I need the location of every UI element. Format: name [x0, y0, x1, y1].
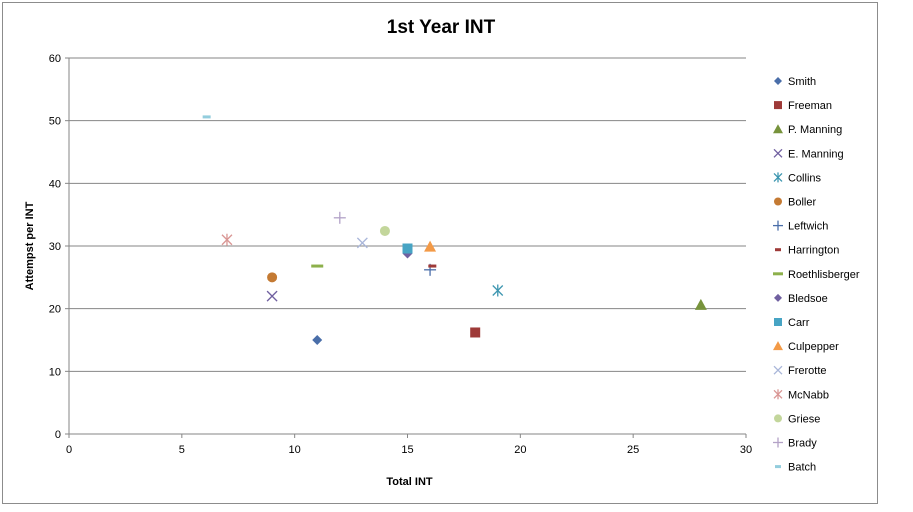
legend-marker [773, 220, 783, 231]
data-point [267, 272, 278, 283]
data-point [221, 233, 233, 246]
x-tick-label: 30 [740, 444, 752, 456]
legend-label: Frerotte [788, 365, 827, 377]
x-tick-label: 15 [401, 444, 413, 456]
data-point [492, 284, 504, 297]
legend-label: McNabb [788, 389, 829, 401]
legend-marker [773, 341, 783, 351]
legend-marker [773, 389, 783, 400]
legend-marker [773, 272, 783, 276]
x-tick-label: 20 [514, 444, 526, 456]
data-point [356, 237, 368, 249]
data-point [428, 264, 437, 268]
y-tick-label: 60 [49, 53, 61, 65]
x-tick-label: 25 [627, 444, 639, 456]
legend-marker [773, 148, 783, 158]
data-point [470, 327, 481, 338]
legend-marker [774, 414, 782, 423]
data-point [311, 264, 324, 268]
scatter-plot: 0 10 20 30 40 50 60 0 5 10 15 20 25 30 Total INT Attemp… [24, 53, 860, 488]
legend-marker [775, 465, 781, 469]
legend-marker [774, 293, 782, 302]
legend-label: E. Manning [788, 148, 844, 160]
data-point [402, 243, 413, 254]
legend-label: Freeman [788, 100, 832, 112]
y-tick-label: 50 [49, 116, 61, 128]
y-tick-label: 0 [55, 429, 61, 441]
y-tick-label: 20 [49, 304, 61, 316]
legend-marker [774, 318, 782, 326]
legend-marker [774, 101, 782, 110]
y-tick-label: 40 [49, 178, 61, 190]
x-axis-title: Total INT [386, 476, 433, 488]
legend-label: Leftwich [788, 221, 828, 233]
data-point [202, 115, 211, 119]
legend-marker [774, 197, 782, 206]
y-tick-label: 30 [49, 241, 61, 253]
legend-label: Roethlisberger [788, 269, 860, 281]
data-point [424, 240, 437, 252]
legend-label: Harrington [788, 245, 839, 257]
y-tick-label: 10 [49, 366, 61, 378]
chart-area: 1st Year INT 0 10 20 30 40 50 60 0 5 10 15 20 25 30 To… [2, 2, 878, 504]
legend-label: Bledsoe [788, 293, 828, 305]
legend-marker [773, 172, 783, 183]
x-tick-label: 5 [179, 444, 185, 456]
legend-label: Carr [788, 317, 810, 329]
legend-label: Brady [788, 438, 817, 450]
legend-marker [775, 248, 781, 252]
legend-label: P. Manning [788, 124, 842, 136]
chart-title: 1st Year INT [386, 17, 496, 38]
legend-marker [774, 77, 782, 85]
legend-marker [773, 124, 783, 134]
data-point [694, 298, 707, 310]
legend-marker [773, 437, 783, 448]
legend-label: Batch [788, 462, 816, 474]
x-tick-label: 10 [289, 444, 301, 456]
x-tick-label: 0 [66, 444, 72, 456]
legend-label: Griese [788, 413, 820, 425]
data-point [333, 211, 346, 224]
legend-label: Smith [788, 76, 816, 88]
y-axis-title: Attempst per INT [24, 201, 36, 290]
data-point [266, 290, 278, 302]
data-point [312, 335, 323, 345]
data-point [379, 225, 390, 236]
legend-label: Collins [788, 172, 822, 184]
legend-label: Culpepper [788, 341, 839, 353]
legend-marker [773, 365, 783, 375]
legend-label: Boller [788, 197, 816, 209]
